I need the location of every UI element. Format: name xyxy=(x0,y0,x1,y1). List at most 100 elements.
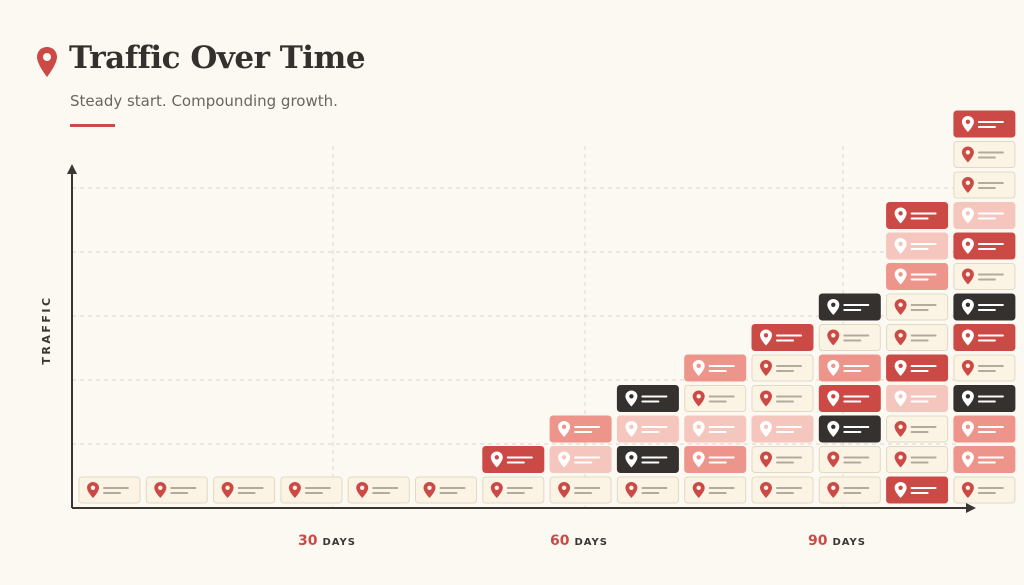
map-pin-hole xyxy=(898,272,903,277)
bar-segment xyxy=(953,232,1016,260)
bar-segment xyxy=(751,385,814,412)
map-pin-hole xyxy=(225,485,230,490)
bar-segment xyxy=(482,446,545,473)
bar-stack xyxy=(482,446,545,504)
bar-segment xyxy=(549,476,612,504)
bar-segment xyxy=(347,476,410,504)
map-pin-hole xyxy=(763,394,769,399)
bar-segment xyxy=(818,446,881,473)
map-pin-hole xyxy=(561,455,567,460)
map-pin-icon xyxy=(625,451,638,468)
bar-segment xyxy=(953,385,1016,412)
bar-segment xyxy=(886,232,949,260)
map-pin-hole xyxy=(898,211,903,216)
map-pin-icon xyxy=(625,421,638,437)
bar-segment xyxy=(751,446,814,473)
map-pin-icon xyxy=(154,482,167,498)
x-tick-unit: DAYS xyxy=(322,537,356,548)
map-pin-hole xyxy=(696,485,701,490)
x-tick-value: 30 xyxy=(298,533,318,549)
bar-segment xyxy=(953,293,1016,321)
map-pin-hole xyxy=(831,424,836,429)
bar-stack xyxy=(549,415,612,504)
map-pin-hole xyxy=(831,455,836,460)
map-pin-hole xyxy=(898,455,903,460)
map-pin-icon xyxy=(894,238,907,254)
map-pin-hole xyxy=(90,485,96,490)
map-pin-icon xyxy=(37,47,57,77)
map-pin-icon xyxy=(894,268,907,285)
map-pin-icon xyxy=(961,116,974,132)
map-pin-hole xyxy=(965,180,971,185)
bar-segment xyxy=(280,476,343,504)
map-pin-icon xyxy=(827,360,840,376)
map-pin-hole xyxy=(763,485,769,490)
bar-segment xyxy=(886,446,949,473)
map-pin-hole xyxy=(965,150,971,155)
map-pin-icon xyxy=(625,390,638,407)
map-pin-icon xyxy=(692,360,705,376)
map-pin-hole xyxy=(898,302,903,307)
bar-stack xyxy=(347,476,410,504)
bar-segment xyxy=(953,415,1016,443)
map-pin-icon xyxy=(961,238,974,254)
map-pin-icon xyxy=(961,329,974,346)
map-pin-icon xyxy=(961,390,974,407)
map-pin-icon xyxy=(760,360,772,376)
bar-segment xyxy=(953,202,1016,229)
map-pin-icon xyxy=(827,482,840,498)
map-pin-icon xyxy=(827,451,840,468)
map-pin-icon xyxy=(827,299,840,315)
map-pin-icon xyxy=(692,421,705,437)
x-tick-value: 60 xyxy=(550,533,570,549)
map-pin-hole xyxy=(965,485,971,490)
map-pin-hole xyxy=(831,363,836,368)
map-pin-icon xyxy=(558,421,571,437)
bar-segment xyxy=(684,446,747,473)
map-pin-icon xyxy=(827,329,840,346)
map-pin-icon xyxy=(423,482,436,498)
bar-segment xyxy=(886,354,949,382)
map-pin-icon xyxy=(490,451,503,468)
bar-stack xyxy=(145,476,208,504)
map-pin-hole xyxy=(898,363,903,368)
map-pin-icon xyxy=(692,482,705,498)
bar-segment xyxy=(684,476,747,504)
map-pin-hole xyxy=(965,333,971,338)
page-subtitle: Steady start. Compounding growth. xyxy=(70,92,338,110)
bar-segment xyxy=(953,446,1016,473)
bar-segment xyxy=(886,263,949,290)
map-pin-hole xyxy=(696,363,701,368)
bar-segment xyxy=(818,354,881,382)
bar-stack xyxy=(213,476,276,504)
bar-segment xyxy=(818,415,881,443)
y-axis-arrow xyxy=(67,164,77,174)
map-pin-hole xyxy=(158,485,163,490)
map-pin-hole xyxy=(494,485,499,490)
bar-stack xyxy=(415,476,477,504)
map-pin-hole xyxy=(629,394,634,399)
bar-segment xyxy=(818,385,881,412)
bar-segment xyxy=(616,446,679,473)
map-pin-icon xyxy=(894,360,907,376)
y-axis-label: TRAFFIC xyxy=(40,295,53,364)
bar-segment xyxy=(818,293,881,321)
map-pin-icon xyxy=(827,390,840,407)
bar-segment xyxy=(886,385,949,412)
map-pin-icon xyxy=(961,207,974,224)
bar-segment xyxy=(953,171,1016,199)
map-pin-hole xyxy=(763,333,769,338)
map-pin-icon xyxy=(894,299,907,315)
map-pin-icon xyxy=(827,421,840,437)
bar-segment xyxy=(886,293,949,321)
map-pin-hole xyxy=(965,302,971,307)
bar-segment xyxy=(684,354,747,382)
map-pin-icon xyxy=(894,390,907,407)
bar-segment xyxy=(549,446,612,473)
map-pin-hole xyxy=(629,485,634,490)
map-pin-icon xyxy=(894,329,907,346)
map-pin-icon xyxy=(288,482,301,498)
bar-segment xyxy=(886,202,949,229)
map-pin-icon xyxy=(961,268,974,285)
